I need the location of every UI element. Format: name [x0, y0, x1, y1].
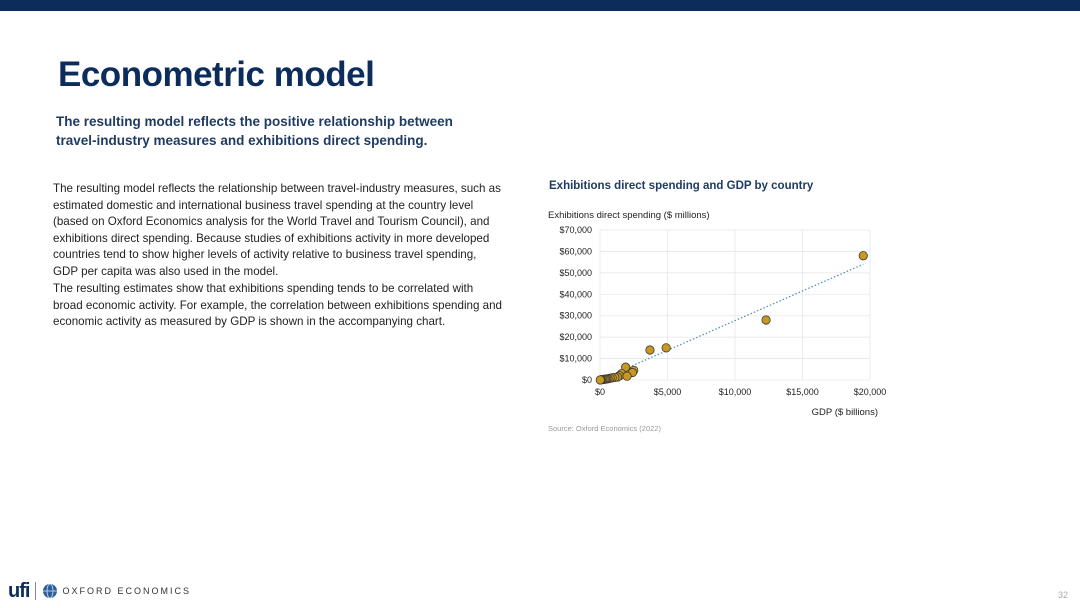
body-text: The resulting model reflects the relatio…: [53, 181, 503, 332]
x-tick-label: $15,000: [786, 387, 819, 397]
scatter-point: [858, 251, 868, 261]
top-banner: [0, 0, 1080, 11]
oxford-economics-logo: OXFORD ECONOMICS: [62, 586, 191, 596]
x-tick-label: $20,000: [854, 387, 887, 397]
page-title: Econometric model: [58, 55, 375, 94]
globe-icon: [43, 583, 58, 599]
x-tick-label: $10,000: [719, 387, 752, 397]
x-tick-label: $0: [595, 387, 605, 397]
y-tick-label: $40,000: [559, 289, 592, 299]
body-paragraph-1: The resulting model reflects the relatio…: [53, 182, 501, 278]
body-paragraph-2: The resulting estimates show that exhibi…: [53, 282, 502, 328]
scatter-point: [761, 315, 771, 325]
source-note: Source: Oxford Economics (2022): [548, 424, 661, 433]
page-subtitle: The resulting model reflects the positiv…: [56, 114, 453, 148]
y-tick-label: $50,000: [559, 268, 592, 278]
y-axis-ticks: $0 $10,000 $20,000 $30,000 $40,000 $50,000 $60…: [559, 225, 592, 385]
y-tick-label: $0: [582, 375, 592, 385]
y-tick-label: $20,000: [559, 332, 592, 342]
y-tick-label: $30,000: [559, 311, 592, 321]
scatter-point: [661, 343, 671, 353]
y-axis-label: Exhibitions direct spending ($ millions): [548, 210, 710, 221]
y-tick-label: $60,000: [559, 246, 592, 256]
trendline: [599, 263, 864, 381]
y-tick-label: $70,000: [559, 225, 592, 235]
chart-gridlines: [599, 229, 871, 381]
ufi-logo: ufi: [8, 579, 30, 602]
page-number: 32: [1057, 590, 1068, 600]
scatter-point: [622, 371, 632, 381]
x-axis-label: GDP ($ billions): [812, 407, 878, 418]
y-tick-label: $10,000: [559, 354, 592, 364]
scatter-point: [595, 375, 605, 385]
chart-title: Exhibitions direct spending and GDP by c…: [549, 180, 814, 192]
scatter-point: [621, 362, 631, 372]
logo-divider: [35, 582, 37, 600]
x-tick-label: $5,000: [654, 387, 682, 397]
chart-points: [595, 251, 868, 385]
scatter-chart: $0 $10,000 $20,000 $30,000 $40,000 $50,000 $60…: [548, 210, 886, 418]
x-axis-ticks: $0 $5,000 $10,000 $15,000 $20,000: [595, 387, 886, 397]
footer-logos: ufi OXFORD ECONOMICS: [8, 578, 191, 604]
scatter-point: [645, 345, 655, 355]
